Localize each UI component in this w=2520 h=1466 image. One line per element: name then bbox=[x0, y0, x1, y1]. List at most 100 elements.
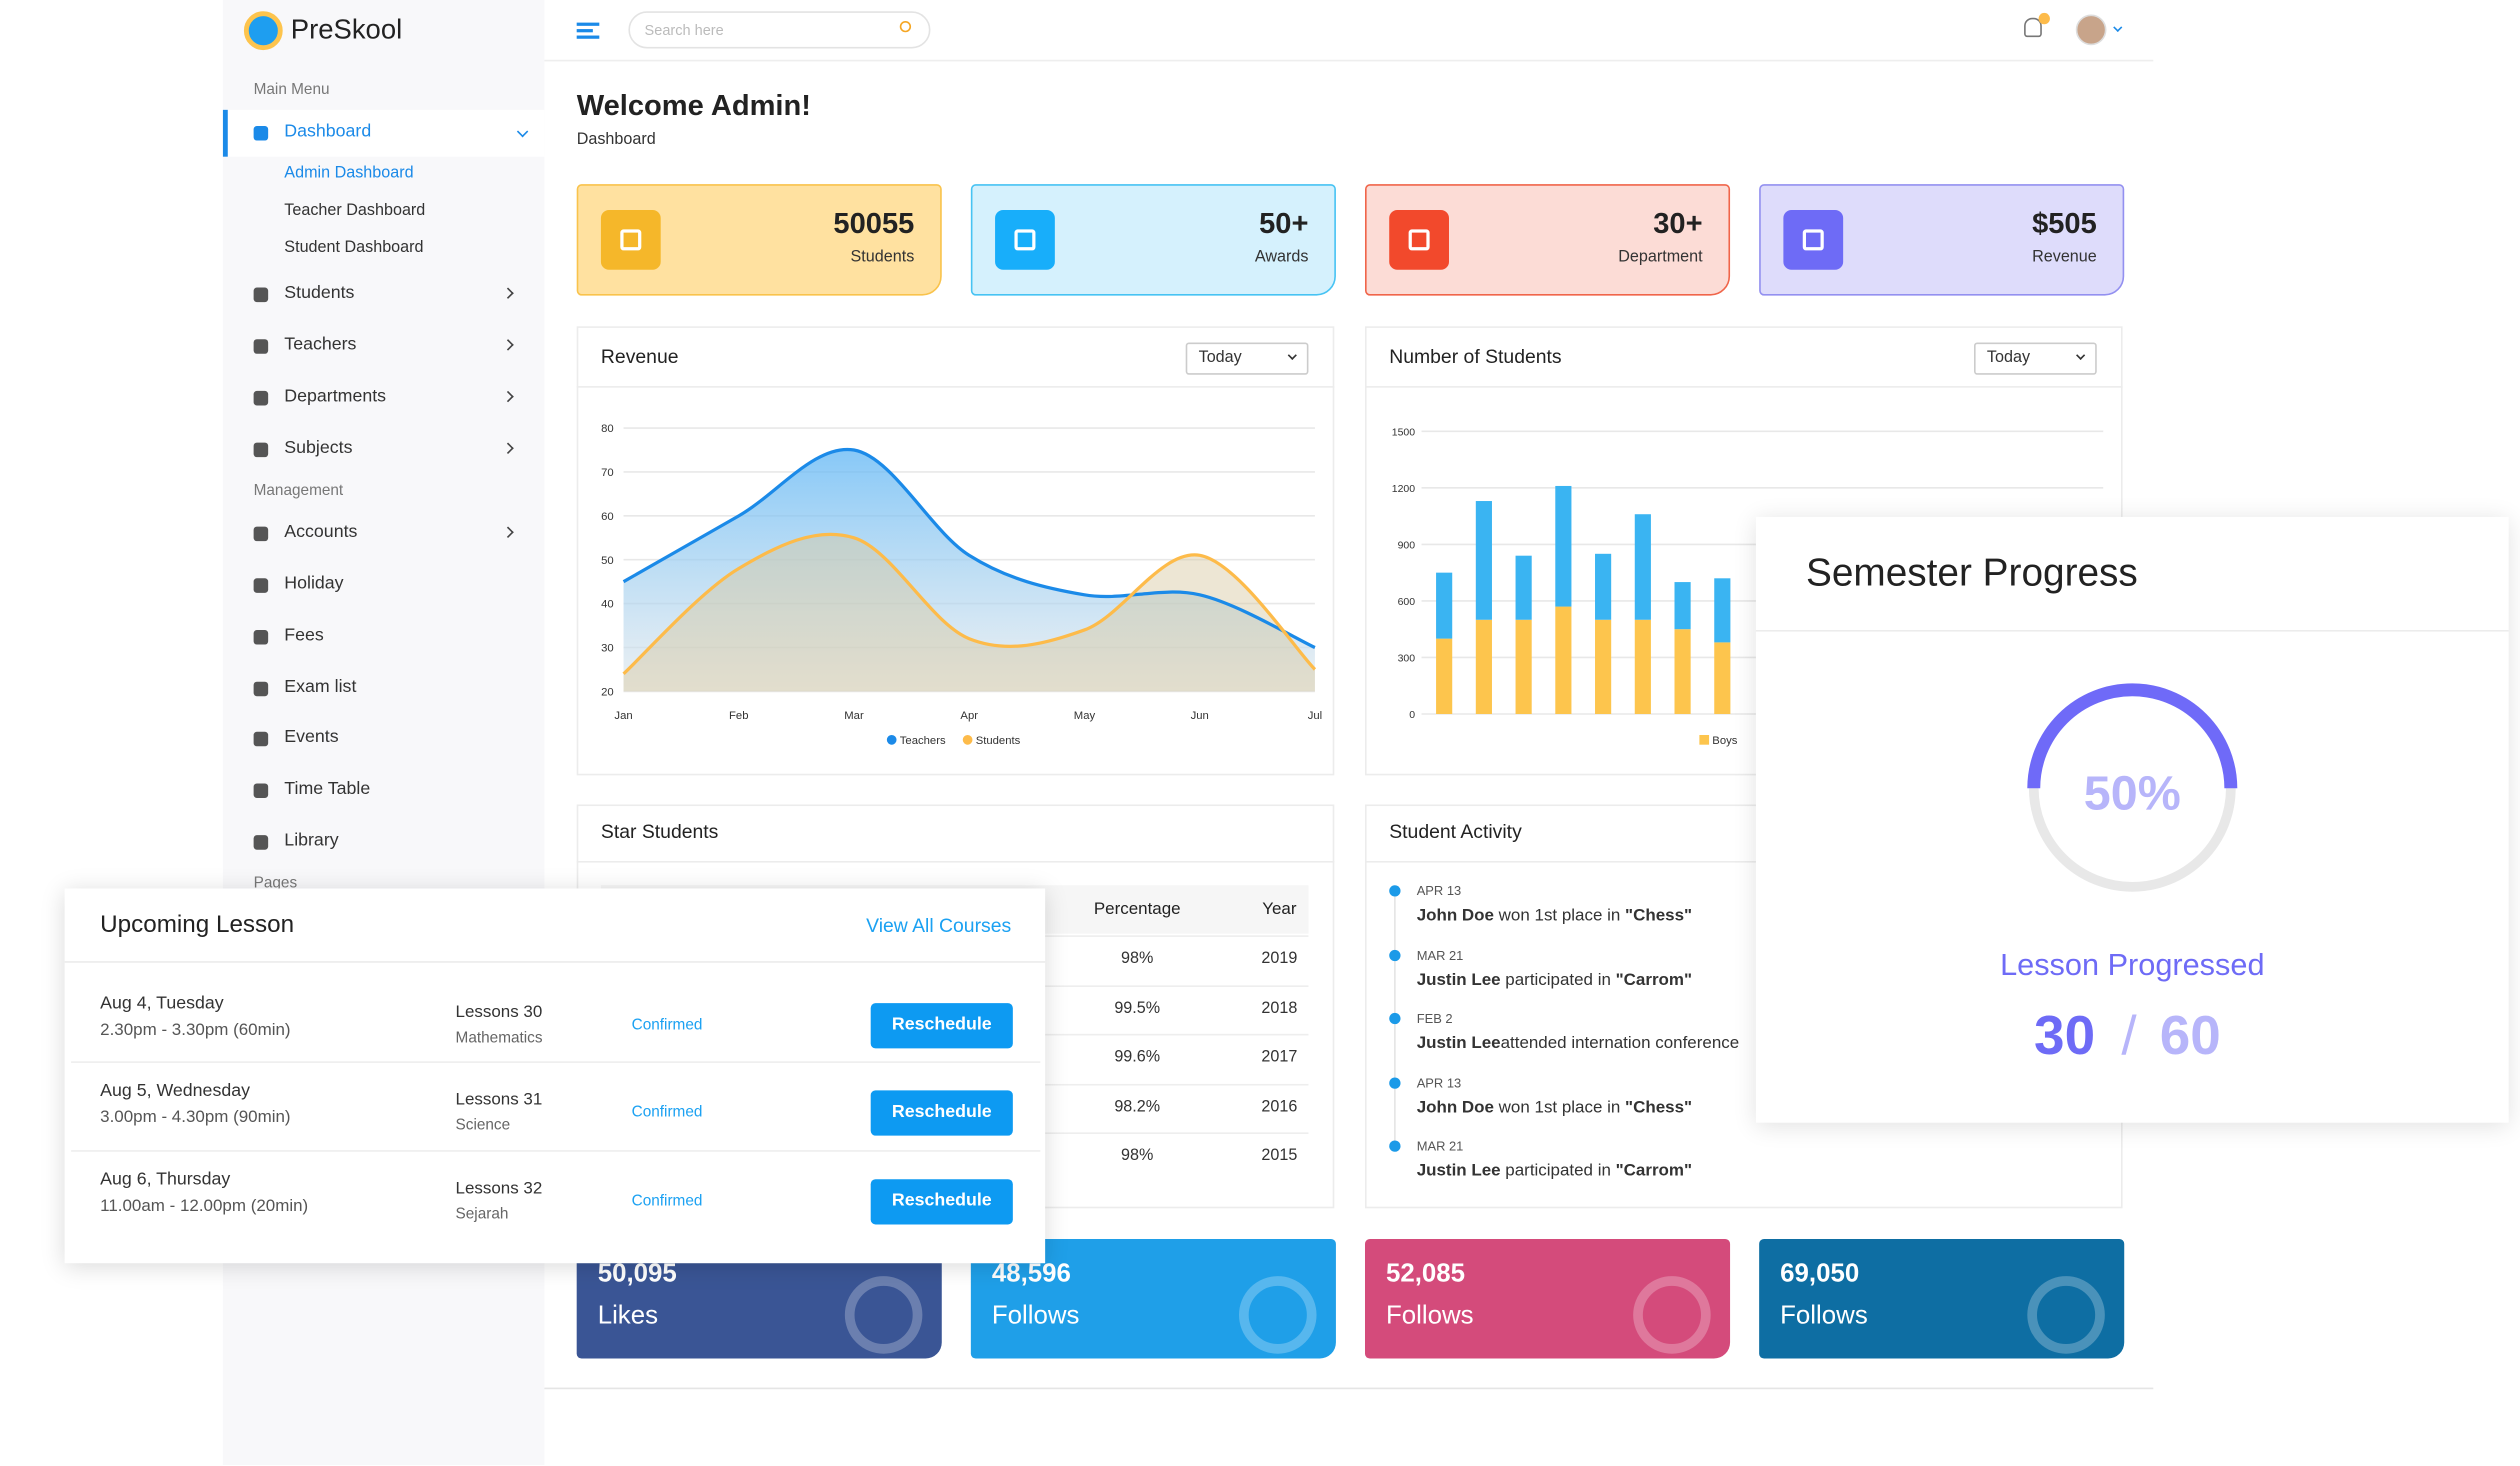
activity-text: Justin Leeattended internation conferenc… bbox=[1417, 1033, 1739, 1053]
progress-percent: 50% bbox=[2083, 767, 2181, 821]
activity-highlight: "Chess" bbox=[1625, 905, 1693, 926]
social-label: Follows bbox=[1780, 1302, 1868, 1331]
menu-item[interactable]: Accounts bbox=[284, 522, 358, 542]
bar bbox=[1714, 642, 1731, 714]
lesson-time: 11.00am - 12.00pm (20min) bbox=[100, 1195, 309, 1216]
activity-date: MAR 21 bbox=[1416, 1139, 1464, 1154]
menu-icon bbox=[253, 287, 269, 303]
stat-icon-glyph bbox=[1014, 229, 1036, 251]
separator: / bbox=[2121, 1005, 2137, 1068]
menu-item[interactable]: Events bbox=[284, 727, 339, 747]
y-tick-label: 1500 bbox=[1392, 427, 1415, 438]
table-cell: 98% bbox=[1121, 1146, 1154, 1165]
activity-text: John Doe won 1st place in "Chess" bbox=[1417, 906, 1692, 926]
timeline-dot bbox=[1389, 1012, 1401, 1025]
activity-name: John Doe bbox=[1416, 1097, 1494, 1117]
button-label[interactable]: Reschedule bbox=[891, 1015, 992, 1035]
social-label: Likes bbox=[597, 1302, 659, 1331]
card-title: Semester Progress bbox=[1805, 551, 2138, 596]
filter-dropdown[interactable] bbox=[1185, 342, 1309, 375]
social-icon bbox=[2027, 1276, 2105, 1354]
x-tick-label: Feb bbox=[729, 710, 748, 722]
menu-icon bbox=[253, 783, 269, 798]
menu-item[interactable]: Students bbox=[284, 283, 355, 303]
stat-label: Department bbox=[1618, 248, 1703, 267]
x-tick-label: May bbox=[1074, 710, 1096, 722]
lesson-subject: Mathematics bbox=[455, 1029, 543, 1048]
search-box[interactable] bbox=[628, 11, 931, 49]
timeline-dot bbox=[1389, 949, 1401, 961]
activity-text: Justin Lee participated in "Carrom" bbox=[1417, 970, 1692, 990]
social-icon bbox=[1633, 1276, 1711, 1354]
area bbox=[623, 449, 1315, 692]
menu-item[interactable]: Fees bbox=[284, 625, 324, 646]
view-all-link[interactable]: View All Courses bbox=[866, 913, 1012, 937]
submenu-item[interactable]: Student Dashboard bbox=[284, 239, 424, 257]
menu-item[interactable]: Exam list bbox=[284, 677, 357, 697]
stat-label: Students bbox=[850, 248, 915, 267]
table-header: Percentage bbox=[1093, 899, 1181, 919]
legend-swatch bbox=[1699, 734, 1710, 745]
menu-item[interactable]: Teachers bbox=[284, 335, 357, 355]
line bbox=[622, 447, 1316, 649]
card-title: Upcoming Lesson bbox=[100, 911, 295, 939]
y-tick-label: 60 bbox=[601, 511, 614, 523]
button-label[interactable]: Reschedule bbox=[891, 1102, 992, 1123]
menu-item[interactable]: Subjects bbox=[284, 438, 353, 458]
reschedule-button[interactable] bbox=[870, 1178, 1013, 1224]
lesson-number: Lessons 31 bbox=[455, 1090, 543, 1110]
area bbox=[623, 534, 1315, 692]
active-menu-row bbox=[222, 109, 545, 157]
filter-dropdown[interactable] bbox=[1973, 342, 2097, 375]
menu-icon bbox=[253, 339, 269, 354]
y-tick-label: 30 bbox=[601, 643, 614, 655]
page-title: Welcome Admin! bbox=[576, 89, 811, 122]
menu-item[interactable]: Dashboard bbox=[284, 121, 372, 142]
bar bbox=[1595, 619, 1612, 714]
lesson-status: Confirmed bbox=[631, 1191, 703, 1210]
social-count: 52,085 bbox=[1385, 1260, 1466, 1289]
menu-icon bbox=[253, 629, 269, 645]
submenu-item[interactable]: Admin Dashboard bbox=[284, 164, 414, 183]
bar bbox=[1515, 555, 1532, 620]
progress-arc bbox=[2027, 683, 2238, 789]
menu-item[interactable]: Time Table bbox=[284, 779, 371, 799]
menu-icon bbox=[253, 125, 269, 141]
menu-section-title: Management bbox=[253, 481, 344, 500]
x-tick-label: Apr bbox=[960, 710, 978, 722]
social-count: 69,050 bbox=[1780, 1260, 1860, 1289]
menu-item[interactable]: Library bbox=[284, 830, 339, 851]
activity-date: APR 13 bbox=[1416, 883, 1462, 899]
stat-icon bbox=[1783, 209, 1844, 270]
button-label[interactable]: Reschedule bbox=[891, 1190, 992, 1210]
x-tick-label: Jan bbox=[614, 710, 632, 722]
activity-text: John Doe won 1st place in "Chess" bbox=[1417, 1097, 1692, 1117]
activity-text: won 1st place in bbox=[1493, 1097, 1626, 1117]
x-tick-label: Jul bbox=[1308, 710, 1322, 722]
reschedule-button[interactable] bbox=[870, 1090, 1013, 1137]
lesson-number: Lessons 30 bbox=[455, 1002, 543, 1023]
activity-date: APR 13 bbox=[1416, 1075, 1462, 1090]
stat-icon-glyph bbox=[1802, 229, 1824, 251]
reschedule-button[interactable] bbox=[870, 1003, 1013, 1049]
panel-divider bbox=[576, 860, 1335, 863]
activity-text: participated in bbox=[1500, 969, 1616, 989]
y-tick-label: 40 bbox=[601, 599, 614, 611]
lesson-subject: Science bbox=[455, 1117, 511, 1135]
notification-bell[interactable] bbox=[2024, 17, 2042, 38]
stat-value: 50055 bbox=[833, 207, 915, 240]
bar bbox=[1674, 582, 1691, 630]
y-tick-label: 80 bbox=[601, 423, 614, 435]
row-divider bbox=[71, 1149, 1041, 1152]
menu-item[interactable]: Departments bbox=[284, 386, 387, 407]
submenu-item[interactable]: Teacher Dashboard bbox=[284, 201, 426, 220]
notification-badge bbox=[2038, 12, 2050, 25]
y-tick-label: 70 bbox=[601, 467, 614, 479]
user-avatar[interactable] bbox=[2075, 14, 2107, 46]
semester-progress-card: Semester Progress 50% Lesson Progressed 30 /… bbox=[1755, 516, 2509, 1123]
timeline-dot bbox=[1389, 1076, 1401, 1088]
menu-item[interactable]: Holiday bbox=[284, 574, 344, 594]
panel-title: Star Students bbox=[600, 820, 719, 843]
